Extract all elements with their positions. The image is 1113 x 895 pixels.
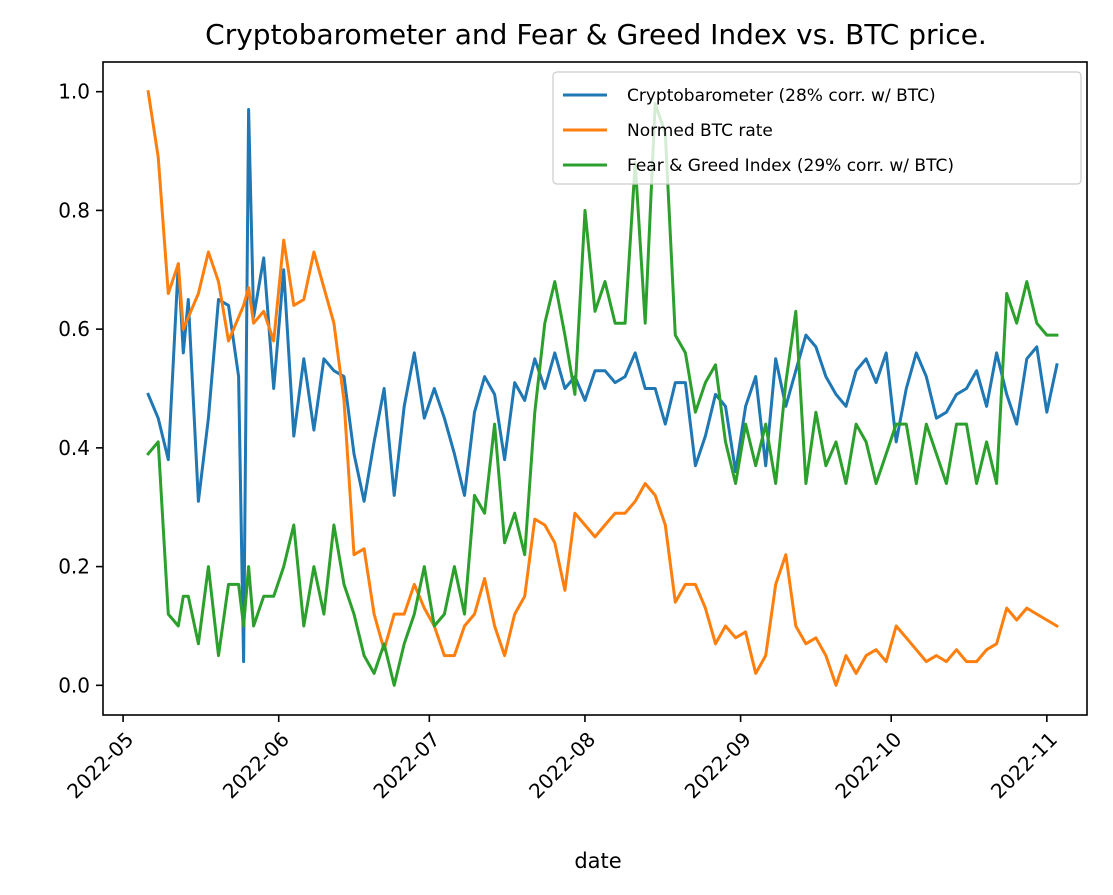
legend: Cryptobarometer (28% corr. w/ BTC) Normed… [552,71,1082,185]
x-axis-label: date [574,849,621,873]
series-line-0 [146,108,1059,664]
y-tick-label-5: 1.0 [58,80,90,104]
y-tick-label-4: 0.8 [58,198,90,222]
chart-title: Cryptobarometer and Fear & Greed Index v… [205,18,987,51]
legend-label-0: Cryptobarometer (28% corr. w/ BTC) [627,86,936,106]
y-tick-label-3: 0.6 [58,317,90,341]
legend-label-1: Normed BTC rate [627,121,773,141]
y-axis: 0.0 0.2 0.4 0.6 0.8 1.0 [58,80,103,697]
y-tick-label-0: 0.0 [58,673,90,697]
series-layer [146,89,1059,687]
series-line-1 [146,89,1059,687]
legend-label-2: Fear & Greed Index (29% corr. w/ BTC) [627,156,954,176]
series-line-2 [146,102,1059,687]
y-tick-label-1: 0.2 [58,555,90,579]
legend-box [552,71,1082,185]
plot-frame [102,61,1088,716]
y-tick-label-2: 0.4 [58,436,90,460]
